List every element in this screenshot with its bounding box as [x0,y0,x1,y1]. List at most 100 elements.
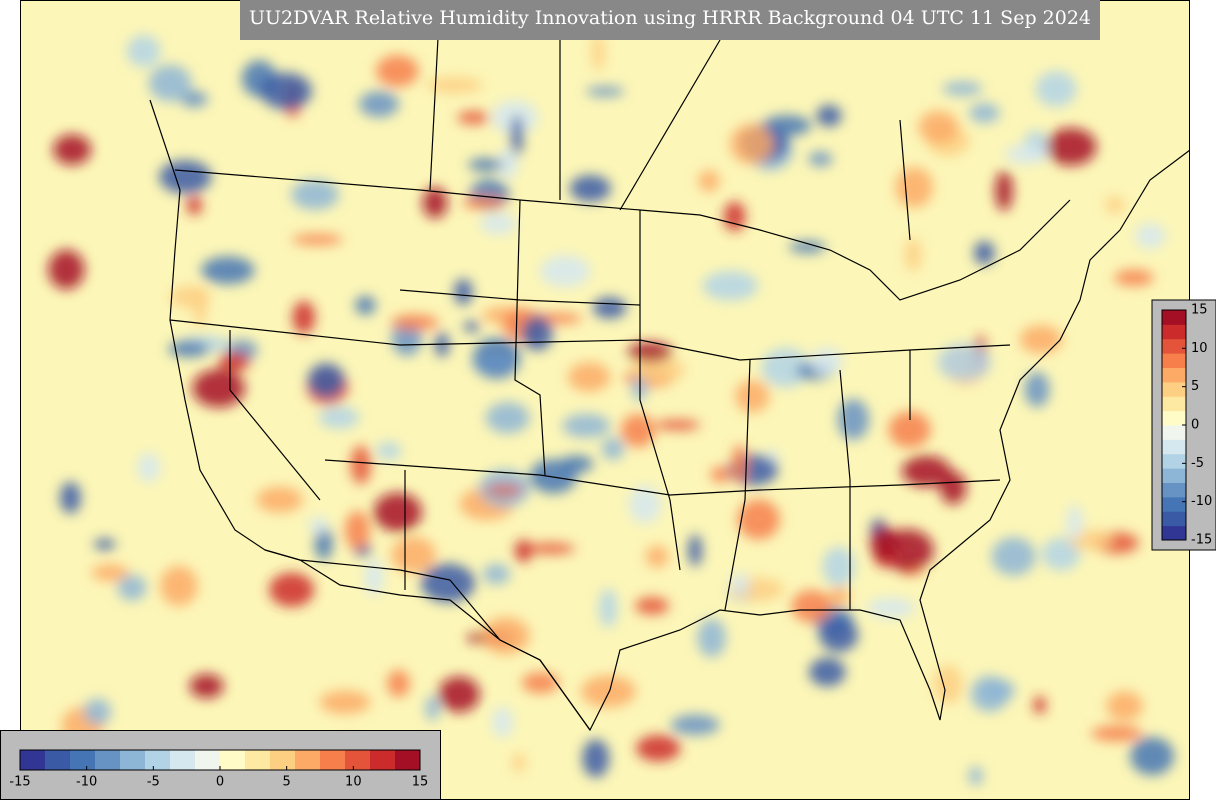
blob [688,534,703,567]
blob [645,545,669,568]
border-south [264,549,591,731]
blob [218,351,250,372]
blob [159,160,212,194]
colorbar-swatch [1162,324,1186,340]
blob [1004,144,1049,164]
boundaries [149,0,1190,732]
colorbar-swatch [1162,338,1186,354]
blob [53,134,92,165]
blob [482,563,511,585]
blob [866,597,915,618]
blob [201,256,255,285]
blob [148,64,192,102]
colorbar-swatch [145,750,171,770]
blob [1091,725,1143,742]
blob [291,179,339,210]
blob [468,158,504,172]
blob [591,32,605,72]
blob [888,411,931,448]
colorbar-swatch [1162,496,1186,512]
blob [901,455,951,487]
colorbar-swatch [195,750,221,770]
title-box [240,0,1100,40]
blob [186,196,203,215]
colorbar-swatch [270,750,296,770]
blob [1130,737,1175,776]
colorbar-tick-label: -5 [147,775,160,790]
blob [438,676,480,713]
blob [168,341,210,357]
blob [636,734,681,762]
colorbar-tick-label: -15 [1191,533,1212,548]
blob [627,342,673,363]
blob [822,546,855,587]
border-north [174,169,1071,301]
blob [586,86,625,97]
blob [569,175,611,202]
colorbar-swatch [1162,310,1186,325]
blob [918,110,959,144]
blob [511,753,526,773]
blob [91,564,129,582]
blob [1033,696,1046,715]
blob [355,295,376,315]
blob [314,525,333,561]
blob [933,664,963,704]
blob [601,437,625,461]
blob [59,481,81,514]
blob [808,151,833,167]
state-lines [169,199,1011,611]
blob [702,271,759,301]
blob [376,55,419,87]
blob [731,444,748,484]
blob [937,343,991,381]
blob [318,406,360,429]
blob [126,35,161,68]
colorbar-swatch [1162,353,1186,368]
blob [472,355,516,374]
blob [496,148,519,179]
blob [358,91,399,118]
blob [810,347,843,376]
colorbar-tick-label: -5 [1191,456,1204,471]
blob [697,618,726,658]
blob [1019,324,1063,354]
blob [256,486,303,513]
colorbar-tick-label: 10 [1191,341,1208,356]
blob [420,563,476,603]
blob [387,670,410,698]
blob [969,102,1000,124]
blob [525,542,576,555]
colorbar-swatch [1162,511,1186,527]
colorbar-tick-label: 15 [412,775,429,790]
blob [307,363,345,398]
colorbar-tick-label: 5 [283,775,291,790]
colorbar-swatch [70,750,96,770]
blob [1106,691,1143,721]
blob [592,297,627,319]
blob [1045,127,1097,166]
colorbar-swatch [1162,367,1186,383]
colorbar-swatch [295,750,321,770]
blob [521,316,553,351]
colorbar-swatch [320,750,346,770]
blob [269,572,315,607]
colorbar-tick-label: -15 [9,775,30,790]
blob [425,695,440,721]
blob [620,413,656,448]
blob [426,77,483,94]
title: UU2DVAR Relative Humidity Innovation usi… [249,7,1091,29]
blob [1114,269,1154,286]
blob [292,300,316,334]
blob [1041,537,1081,571]
blob [463,321,480,333]
blob [837,398,870,440]
colorbar-right: 15 10 5 0 -5 -10 -15 [1161,303,1212,548]
colorbar-swatch [345,750,371,770]
blob [376,442,402,460]
blob [260,72,312,110]
colorbar-swatch [170,750,196,770]
blob [479,213,517,235]
blob [816,104,842,127]
